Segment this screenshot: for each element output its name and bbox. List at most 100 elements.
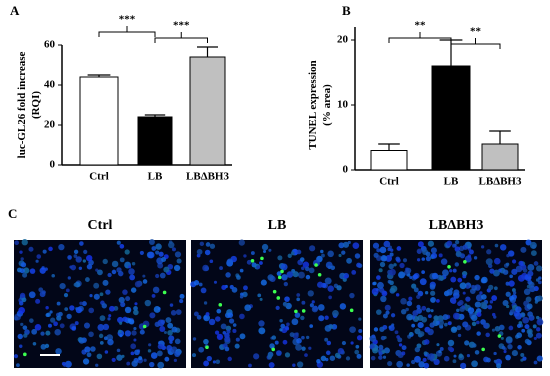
nucleus	[421, 305, 427, 311]
nucleus	[63, 293, 69, 298]
nucleus	[304, 266, 310, 272]
nucleus	[398, 271, 406, 279]
nucleus	[318, 315, 325, 322]
nucleus	[436, 299, 440, 303]
nucleus	[452, 359, 457, 364]
nucleus	[494, 243, 499, 248]
nucleus	[520, 246, 527, 253]
nucleus	[108, 314, 112, 318]
nucleus	[168, 335, 175, 342]
nucleus	[282, 301, 288, 307]
nucleus	[289, 332, 295, 338]
nucleus	[356, 262, 362, 268]
nucleus	[534, 300, 538, 304]
significance-bracket	[450, 38, 501, 49]
nucleus	[380, 295, 387, 303]
nucleus	[13, 354, 19, 359]
nucleus	[20, 322, 24, 327]
bar	[370, 150, 408, 171]
nucleus	[327, 250, 334, 258]
nucleus	[82, 358, 90, 365]
nucleus	[259, 261, 263, 265]
nucleus	[22, 325, 28, 330]
nucleus	[433, 358, 440, 366]
nucleus	[268, 248, 272, 252]
nucleus	[296, 361, 304, 368]
nucleus	[410, 359, 416, 365]
nucleus	[516, 323, 522, 329]
nucleus	[216, 333, 224, 341]
nucleus	[174, 251, 182, 258]
y-axis-label: TUNEL expression (% area)	[307, 60, 333, 149]
nucleus	[332, 309, 339, 317]
nucleus	[287, 253, 292, 258]
nucleus	[371, 288, 379, 295]
nucleus	[373, 252, 379, 258]
nucleus	[139, 250, 144, 255]
nucleus	[229, 284, 234, 290]
nucleus	[450, 276, 457, 283]
nucleus	[279, 319, 283, 323]
nucleus	[524, 324, 530, 330]
nucleus	[67, 276, 71, 280]
nucleus	[396, 360, 404, 368]
nucleus	[450, 326, 458, 333]
nucleus	[296, 297, 301, 302]
nucleus	[400, 308, 407, 315]
nucleus	[416, 304, 421, 310]
nucleus	[382, 324, 388, 330]
nucleus	[372, 281, 377, 286]
nucleus	[496, 363, 502, 369]
nucleus	[341, 250, 346, 255]
nucleus	[503, 350, 507, 354]
nucleus	[511, 268, 518, 275]
nucleus	[274, 340, 279, 345]
nucleus	[492, 269, 500, 277]
nucleus	[200, 287, 207, 294]
nucleus	[158, 251, 164, 257]
nucleus	[281, 274, 288, 281]
nucleus	[51, 273, 55, 278]
x-tick-label: LB	[444, 176, 459, 188]
nucleus	[505, 354, 511, 361]
nucleus	[147, 251, 155, 259]
nucleus	[416, 294, 421, 299]
y-tick-label: 40	[44, 79, 56, 91]
nucleus	[256, 265, 261, 270]
nucleus	[370, 355, 376, 361]
nucleus	[227, 312, 234, 318]
nucleus	[508, 325, 514, 331]
nucleus	[536, 355, 543, 362]
nucleus	[85, 277, 90, 282]
nucleus	[325, 350, 331, 356]
nucleus	[376, 309, 382, 315]
nucleus	[422, 357, 427, 362]
nucleus	[338, 253, 342, 258]
nucleus	[263, 249, 267, 254]
nucleus	[147, 349, 152, 353]
nucleus	[157, 343, 164, 350]
nucleus	[56, 315, 62, 321]
nucleus	[294, 312, 301, 318]
nucleus	[430, 247, 437, 254]
nucleus	[56, 301, 61, 306]
nucleus	[198, 346, 205, 353]
nucleus	[226, 329, 231, 334]
nucleus	[81, 301, 87, 307]
nucleus	[501, 345, 506, 350]
nucleus	[250, 251, 255, 256]
nucleus	[304, 353, 308, 357]
y-axis-label-line: TUNEL expression	[307, 60, 319, 149]
nucleus	[79, 301, 83, 306]
nucleus	[308, 346, 312, 350]
tunel-spot	[205, 345, 209, 350]
nucleus	[390, 313, 396, 318]
nucleus	[329, 355, 336, 361]
nucleus	[320, 355, 327, 362]
nucleus	[221, 284, 227, 290]
nucleus	[373, 327, 379, 332]
nucleus	[527, 270, 534, 277]
nucleus	[83, 322, 91, 329]
tunel-spot	[481, 347, 485, 352]
nucleus	[46, 312, 51, 317]
